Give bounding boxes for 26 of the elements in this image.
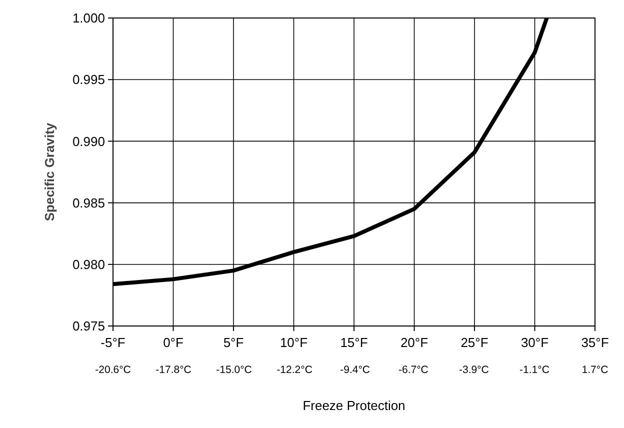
y-tick-label: 0.975	[72, 318, 105, 334]
x-tick-label: 30°F	[520, 335, 549, 350]
x-tick-label: 20°F	[400, 335, 428, 350]
x2-tick-label: -3.9°C	[459, 364, 490, 376]
x2-tick-label: -20.6°C	[95, 364, 132, 376]
x2-tick-label: -15.0°C	[216, 364, 252, 376]
x2-tick-label: -1.1°C	[520, 364, 550, 376]
x-tick-label: 10°F	[280, 335, 308, 350]
x2-tick-label: -17.8°C	[156, 364, 192, 376]
y-axis-title: Specific Gravity	[42, 122, 57, 222]
x-tick-label: 5°F	[223, 335, 244, 350]
x-tick-label: -5°F	[100, 335, 126, 350]
y-tick-label: 1.000	[72, 10, 105, 26]
x2-tick-label: -6.7°C	[398, 364, 429, 376]
y-tick-label: 0.990	[72, 134, 105, 149]
y-tick-label: 0.995	[72, 72, 105, 88]
x-tick-label: 0°F	[163, 335, 184, 350]
x2-tick-label: -9.4°C	[340, 364, 370, 376]
x2-tick-label: 1.7°C	[582, 364, 609, 376]
x2-tick-label: -12.2°C	[276, 364, 313, 376]
y-tick-label: 0.985	[72, 195, 105, 210]
x-axis-title: Freeze Protection	[302, 398, 406, 413]
x-tick-label: 15°F	[340, 335, 368, 350]
x-tick-label: 25°F	[460, 335, 488, 350]
x-tick-label: 35°F	[581, 335, 609, 350]
y-tick-label: 0.980	[72, 256, 105, 272]
